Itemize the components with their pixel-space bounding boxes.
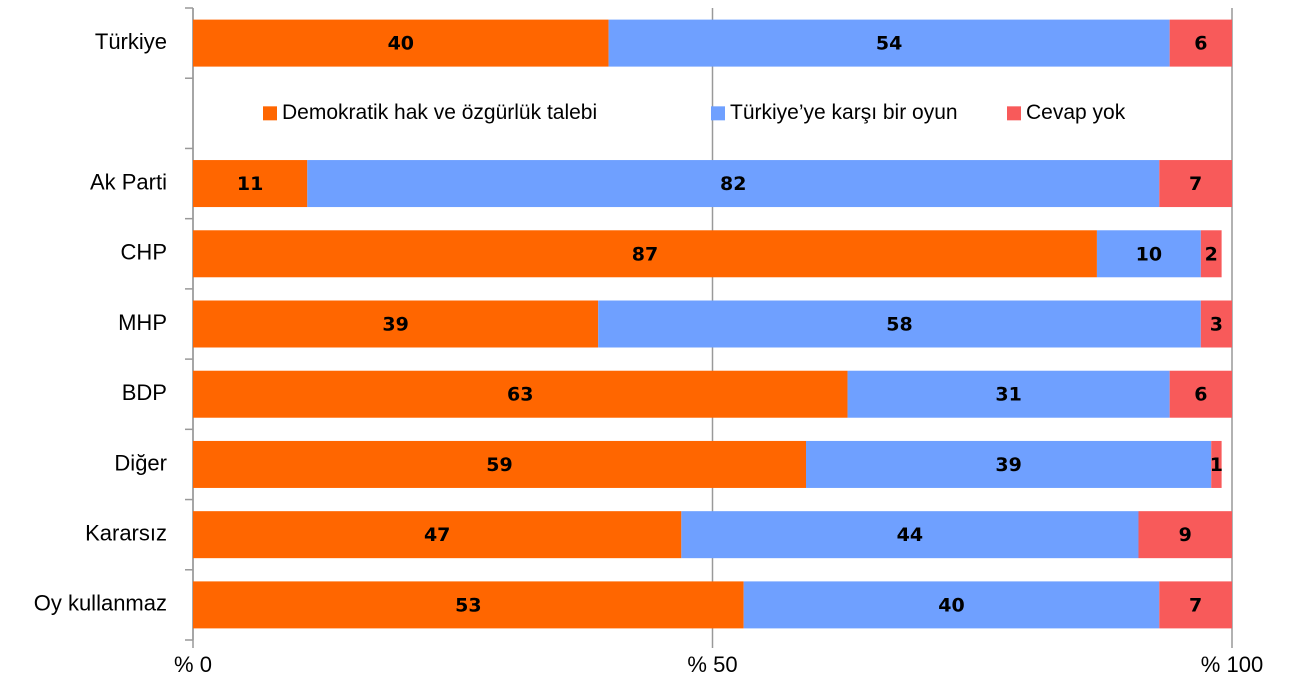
- x-tick-label: % 100: [1201, 652, 1263, 677]
- data-label: 47: [424, 524, 450, 546]
- bar-segment: [1096, 230, 1201, 278]
- bar-segment: [193, 370, 848, 418]
- bar-segment: [193, 511, 682, 559]
- legend-label: Demokratik hak ve özgürlük talebi: [282, 101, 597, 124]
- legend-swatch: [711, 106, 725, 121]
- bar-segment: [193, 19, 609, 67]
- data-label: 59: [486, 454, 512, 476]
- bar-segment: [1159, 581, 1232, 629]
- y-tick-label: Diğer: [114, 450, 167, 475]
- data-label: 3: [1210, 314, 1223, 336]
- data-label: 82: [720, 173, 746, 195]
- bar-segment: [1159, 160, 1232, 208]
- bar-segment: [193, 440, 807, 488]
- data-label: 7: [1189, 173, 1202, 195]
- bar-segment: [608, 19, 1170, 67]
- data-label: 31: [995, 384, 1021, 406]
- bar-segment: [193, 300, 599, 348]
- bar-segment: [847, 370, 1170, 418]
- data-label: 1: [1210, 454, 1223, 476]
- data-label: 53: [455, 594, 481, 616]
- legend-swatch: [1007, 106, 1021, 121]
- y-tick-label: MHP: [118, 310, 167, 335]
- bar-segment: [1169, 19, 1232, 67]
- data-label: 11: [237, 173, 263, 195]
- bar-segment: [806, 440, 1212, 488]
- bar-segment: [193, 230, 1097, 278]
- data-label: 40: [938, 594, 964, 616]
- bar-segment: [598, 300, 1201, 348]
- y-tick-label: CHP: [121, 240, 167, 265]
- data-label: 58: [886, 314, 912, 336]
- y-tick-label: Kararsız: [85, 520, 167, 545]
- bar-segment: [1200, 300, 1232, 348]
- y-tick-label: Oy kullanmaz: [34, 591, 167, 616]
- data-label: 39: [382, 314, 408, 336]
- data-label: 6: [1194, 384, 1207, 406]
- y-tick-label: Ak Parti: [90, 169, 167, 194]
- bar-segment: [1200, 230, 1222, 278]
- data-label: 7: [1189, 594, 1202, 616]
- x-tick-label: % 0: [174, 652, 212, 677]
- data-label: 9: [1179, 524, 1192, 546]
- data-label: 44: [897, 524, 923, 546]
- bar-segment: [681, 511, 1139, 559]
- y-tick-label: BDP: [122, 380, 167, 405]
- y-tick-label: Türkiye: [95, 29, 167, 54]
- bar-segment: [307, 160, 1160, 208]
- bar-segment: [743, 581, 1160, 629]
- bar-segment: [1138, 511, 1232, 559]
- legend-label: Türkiye’ye karşı bir oyun: [730, 101, 958, 124]
- data-label: 6: [1194, 33, 1207, 55]
- x-tick-label: % 50: [687, 652, 737, 677]
- bar-segment: [1169, 370, 1232, 418]
- data-label: 2: [1205, 243, 1218, 265]
- data-label: 63: [507, 384, 533, 406]
- data-label: 39: [995, 454, 1021, 476]
- bar-segment: [193, 581, 744, 629]
- bar-segment: [193, 160, 308, 208]
- data-label: 87: [632, 243, 658, 265]
- legend-swatch: [263, 106, 277, 121]
- bar-segment: [1211, 440, 1222, 488]
- legend-label: Cevap yok: [1026, 101, 1126, 124]
- data-label: 10: [1136, 243, 1162, 265]
- data-label: 54: [876, 33, 902, 55]
- data-label: 40: [388, 33, 414, 55]
